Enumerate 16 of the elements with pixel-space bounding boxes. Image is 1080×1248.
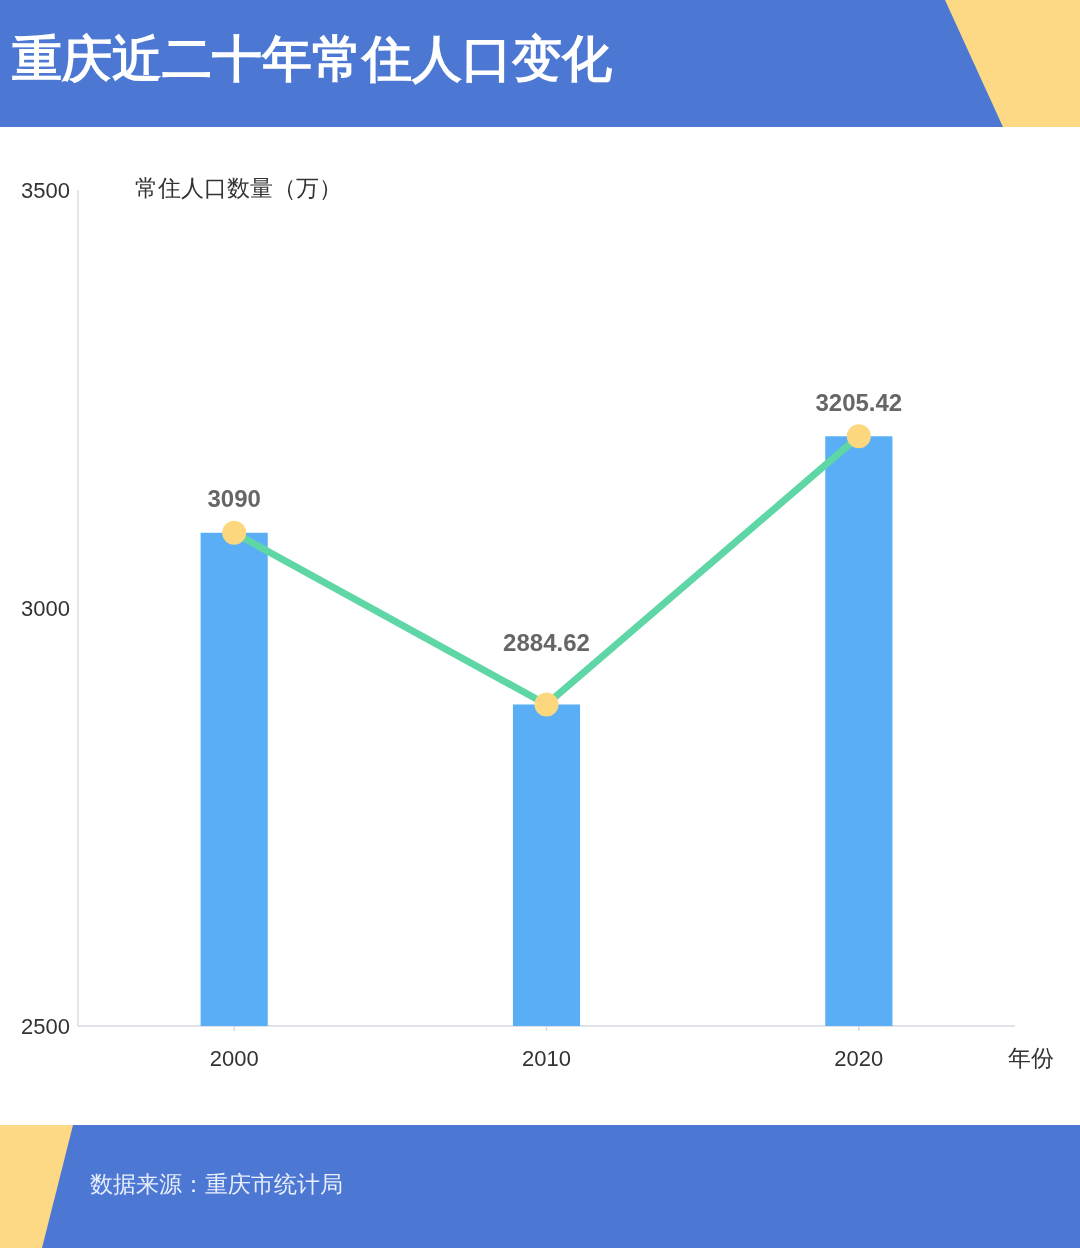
y-axis-title: 常住人口数量（万） — [135, 175, 342, 201]
y-tick-label: 3000 — [21, 595, 70, 621]
chart-title: 重庆近二十年常住人口变化 — [12, 31, 613, 87]
data-label: 3205.42 — [815, 388, 903, 416]
x-tick-label: 2020 — [834, 1045, 884, 1071]
x-tick-label: 2010 — [522, 1045, 571, 1071]
point — [846, 424, 871, 449]
data-label: 3090 — [207, 485, 261, 513]
point — [534, 692, 559, 717]
y-tick-label: 3500 — [21, 177, 70, 203]
x-axis-title: 年份 — [1008, 1045, 1054, 1071]
source-note: 数据来源：重庆市统计局 — [90, 1171, 343, 1197]
point — [222, 520, 247, 545]
x-tick-label: 2000 — [209, 1045, 259, 1071]
y-tick-label: 2500 — [21, 1013, 70, 1039]
data-label: 2884.62 — [503, 628, 590, 656]
